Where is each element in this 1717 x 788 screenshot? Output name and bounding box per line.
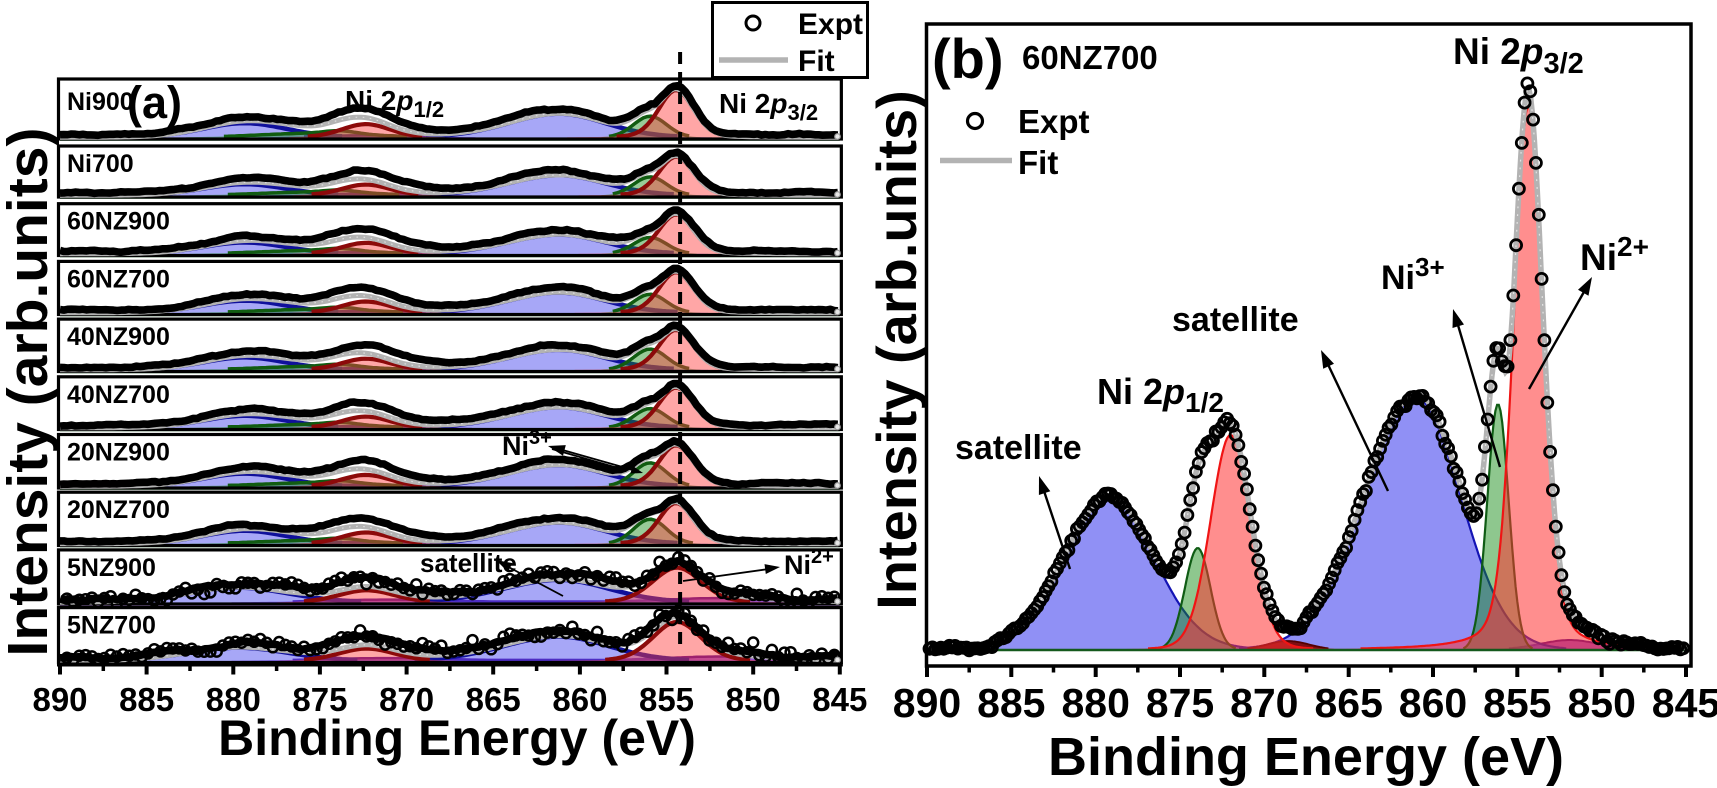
svg-text:satellite: satellite bbox=[1172, 301, 1299, 339]
svg-text:20NZ700: 20NZ700 bbox=[67, 496, 170, 524]
svg-text:885: 885 bbox=[977, 680, 1045, 726]
svg-text:Expt: Expt bbox=[798, 8, 863, 41]
svg-text:845: 845 bbox=[1652, 680, 1717, 726]
svg-text:(a): (a) bbox=[127, 77, 182, 128]
svg-text:850: 850 bbox=[1567, 680, 1635, 726]
svg-text:(b): (b) bbox=[932, 27, 1004, 90]
svg-text:Fit: Fit bbox=[1018, 144, 1058, 181]
svg-text:Ni700: Ni700 bbox=[67, 150, 134, 178]
svg-text:875: 875 bbox=[292, 681, 347, 718]
svg-text:60NZ900: 60NZ900 bbox=[67, 208, 170, 236]
svg-text:Intensity (arb.units): Intensity (arb.units) bbox=[0, 128, 60, 657]
svg-text:870: 870 bbox=[379, 681, 434, 718]
svg-text:5NZ700: 5NZ700 bbox=[67, 612, 156, 640]
svg-text:855: 855 bbox=[639, 681, 694, 718]
svg-text:60NZ700: 60NZ700 bbox=[1022, 39, 1158, 76]
svg-text:865: 865 bbox=[466, 681, 521, 718]
svg-text:870: 870 bbox=[1230, 680, 1298, 726]
svg-text:Ni2+: Ni2+ bbox=[1580, 231, 1649, 278]
svg-text:880: 880 bbox=[1061, 680, 1129, 726]
svg-text:865: 865 bbox=[1314, 680, 1382, 726]
svg-text:Binding Energy (eV): Binding Energy (eV) bbox=[218, 710, 696, 766]
svg-text:Ni900: Ni900 bbox=[67, 88, 134, 116]
svg-text:40NZ700: 40NZ700 bbox=[67, 381, 170, 409]
svg-text:Expt: Expt bbox=[1018, 103, 1090, 140]
svg-text:5NZ900: 5NZ900 bbox=[67, 554, 156, 582]
svg-text:Fit: Fit bbox=[798, 45, 835, 78]
svg-text:850: 850 bbox=[726, 681, 781, 718]
svg-text:satellite: satellite bbox=[955, 429, 1082, 467]
svg-text:890: 890 bbox=[893, 680, 961, 726]
svg-text:875: 875 bbox=[1146, 680, 1214, 726]
svg-text:40NZ900: 40NZ900 bbox=[67, 323, 170, 351]
svg-text:860: 860 bbox=[552, 681, 607, 718]
svg-text:Binding Energy (eV): Binding Energy (eV) bbox=[1048, 727, 1564, 787]
svg-text:855: 855 bbox=[1483, 680, 1551, 726]
svg-text:860: 860 bbox=[1399, 680, 1467, 726]
svg-text:20NZ900: 20NZ900 bbox=[67, 439, 170, 467]
svg-text:Intensity (arb.units): Intensity (arb.units) bbox=[865, 90, 928, 610]
svg-text:Ni3+: Ni3+ bbox=[502, 427, 552, 461]
svg-text:60NZ700: 60NZ700 bbox=[67, 265, 170, 293]
svg-text:Ni 2p3/2: Ni 2p3/2 bbox=[1453, 31, 1584, 80]
svg-text:845: 845 bbox=[812, 681, 867, 718]
svg-text:890: 890 bbox=[32, 681, 87, 718]
svg-text:880: 880 bbox=[206, 681, 261, 718]
svg-text:885: 885 bbox=[119, 681, 174, 718]
